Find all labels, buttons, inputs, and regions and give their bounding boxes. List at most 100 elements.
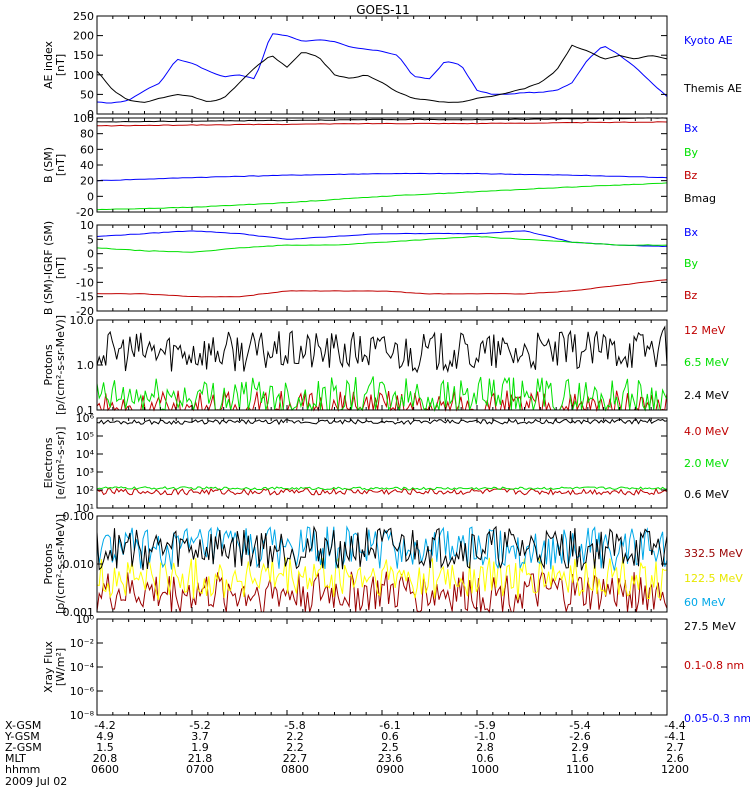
footer-value: -1.0	[474, 730, 495, 743]
footer-value: -4.1	[664, 730, 685, 743]
legend-label: By	[684, 146, 699, 159]
legend-label: 12 MeV	[684, 324, 726, 337]
footer-value: 0700	[186, 763, 214, 776]
y-tick-label: -10	[76, 276, 94, 289]
series-line	[96, 33, 668, 104]
y-axis-label: Electrons	[42, 437, 55, 488]
series-line	[96, 172, 668, 182]
legend-label: Kyoto AE	[684, 34, 733, 47]
series-line	[96, 279, 668, 298]
footer-value: 4.9	[96, 730, 114, 743]
y-axis-unit: [nT]	[54, 54, 67, 76]
y-tick-label: 0.100	[63, 510, 95, 523]
y-tick-label: 200	[73, 30, 94, 43]
footer-value: 1.6	[571, 752, 589, 765]
footer-row-label: X-GSM	[5, 719, 41, 732]
legend-label: Bx	[684, 226, 699, 239]
footer-value: 1100	[566, 763, 594, 776]
legend-label: By	[684, 257, 699, 270]
panel-frame	[96, 417, 668, 509]
y-tick-label: -5	[83, 262, 94, 275]
legend-label: Themis AE	[683, 82, 742, 95]
footer-value: 2.9	[571, 741, 589, 754]
footer-value: 20.8	[93, 752, 118, 765]
legend-label: Bz	[684, 169, 698, 182]
orbit-footer: X-GSM -4.2 -5.2 -5.8 -6.1 -5.9 -5.4 -4.4 Y-GSM 4.…	[4, 719, 689, 788]
footer-value: -4.2	[94, 719, 115, 732]
footer-value: 21.8	[188, 752, 213, 765]
footer-value: 2.2	[286, 741, 304, 754]
y-axis-label: Xray Flux	[42, 641, 55, 693]
y-tick-label: 40	[80, 159, 94, 172]
panel-5: 10¹ 10² 10³ 10⁴ 10⁵ 10⁶ Electrons [e/(cm²-s-sr)…	[42, 412, 729, 515]
panel-2: -20 0 20 40 60 80 100 B (SM) [nT] Bx By Bz Bmag	[42, 112, 716, 219]
footer-value: -5.8	[284, 719, 305, 732]
panel-frame	[96, 117, 668, 213]
footer-value: 2.2	[286, 730, 304, 743]
footer-value: 0900	[376, 763, 404, 776]
y-tick-label: 0.001	[63, 606, 95, 619]
legend-label: 6.5 MeV	[684, 356, 729, 369]
y-tick-label: 150	[73, 49, 94, 62]
series-line	[96, 525, 668, 571]
panel-frame	[96, 15, 668, 115]
footer-value: -4.4	[664, 719, 685, 732]
y-tick-label: 0	[87, 190, 94, 203]
footer-value: 1.9	[191, 741, 209, 754]
y-tick-label: 20	[80, 175, 94, 188]
series-line	[96, 235, 668, 253]
legend-label: 60 MeV	[684, 596, 726, 609]
footer-value: -6.1	[379, 719, 400, 732]
footer-value: -5.4	[569, 719, 590, 732]
footer-date: 2009 Jul 02	[5, 775, 67, 788]
panel-7: 10⁻⁸ 10⁻⁶ 10⁻⁴ 10⁻² 10⁰ Xray Flux [W/m²] 0.1-0.…	[42, 613, 750, 725]
footer-value: -2.6	[569, 730, 590, 743]
y-tick-label: 10³	[76, 466, 94, 479]
y-tick-label: -20	[76, 305, 94, 318]
y-tick-label: 80	[80, 128, 94, 141]
series-line	[96, 44, 668, 103]
footer-row-label: Y-GSM	[4, 730, 40, 743]
series-line	[96, 525, 668, 571]
y-tick-label: 100	[73, 69, 94, 82]
y-axis-label: B (SM)-IGRF (SM)	[42, 221, 55, 315]
footer-value: 22.7	[283, 752, 308, 765]
y-tick-label: 0	[87, 108, 94, 121]
y-axis-unit: [W/m²]	[54, 648, 67, 686]
panel-6: 0.001 0.010 0.100 Protons [p/(cm²-s-sr-MeV)]…	[42, 510, 743, 633]
panel-frame	[96, 224, 668, 312]
legend-label: 0.05-0.3 nm	[684, 712, 750, 725]
legend-label: 27.5 MeV	[684, 620, 736, 633]
legend-label: 122.5 MeV	[684, 572, 743, 585]
y-tick-label: 0.1	[77, 404, 95, 417]
footer-value: 3.7	[191, 730, 209, 743]
y-tick-label: -15	[76, 291, 94, 304]
legend-label: 4.0 MeV	[684, 425, 729, 438]
y-tick-label: 0.010	[63, 558, 95, 571]
y-tick-label: 1.0	[77, 359, 95, 372]
legend-label: 0.1-0.8 nm	[684, 659, 744, 672]
footer-value: -5.2	[189, 719, 210, 732]
y-tick-label: 10⁶	[76, 412, 95, 425]
panel-3: -20-15 -10-50 510 B (SM)-IGRF (SM) [nT] Bx By B…	[42, 219, 699, 318]
footer-row-label: hhmm	[5, 763, 40, 776]
series-line	[96, 230, 668, 248]
y-tick-label: 250	[73, 10, 94, 23]
series-line	[96, 486, 668, 491]
y-axis-unit: [nT]	[54, 257, 67, 279]
legend-label: Bx	[684, 122, 699, 135]
y-tick-label: 0	[87, 248, 94, 261]
panel-frame	[96, 515, 668, 613]
y-axis-label: B (SM)	[42, 147, 55, 183]
legend-label: 332.5 MeV	[684, 547, 743, 560]
y-axis-label: Protons	[42, 543, 55, 584]
y-tick-label: 100	[73, 112, 94, 125]
footer-row-label: MLT	[5, 752, 26, 765]
y-tick-label: 50	[80, 88, 94, 101]
y-tick-label: 10⁰	[76, 613, 95, 626]
series-line	[96, 571, 668, 614]
footer-value: 0.6	[381, 730, 399, 743]
panel-1: 0 50 100 150 200 250 AE index [nT] Kyoto AE Themi…	[42, 10, 742, 121]
